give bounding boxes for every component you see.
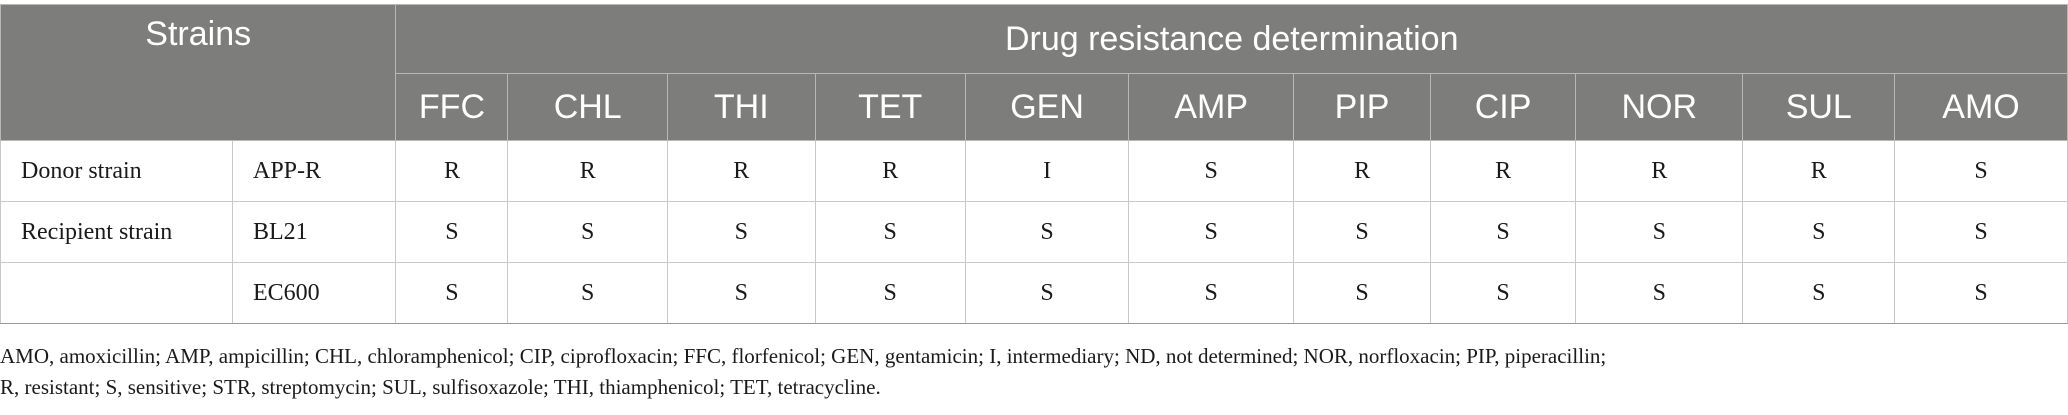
result-cell: I [964, 140, 1130, 202]
drug-header-gen: GEN [964, 73, 1130, 141]
result-cell: S [507, 201, 668, 263]
result-cell: R [666, 140, 816, 202]
drug-header-amo: AMO [1894, 73, 2068, 141]
table-footnote: AMO, amoxicillin; AMP, ampicillin; CHL, … [0, 341, 2060, 403]
drug-resistance-table: Strains Drug resistance determination FF… [0, 4, 2068, 324]
result-cell: S [666, 201, 816, 263]
drug-header-chl: CHL [507, 73, 668, 141]
drug-header-pip: PIP [1293, 73, 1432, 141]
table-row: Donor strain APP-R R R R R I S R R R R S [0, 140, 2068, 202]
result-cell: S [666, 262, 816, 324]
footnote-line: AMO, amoxicillin; AMP, ampicillin; CHL, … [0, 344, 1607, 368]
strain-id: BL21 [231, 201, 397, 263]
result-cell: S [1430, 262, 1577, 324]
result-cell: R [1430, 140, 1577, 202]
result-cell: S [395, 201, 509, 263]
drug-header-thi: THI [666, 73, 816, 141]
strain-group-label: Recipient strain [0, 201, 233, 263]
result-cell: S [1128, 262, 1295, 324]
result-cell: S [1575, 262, 1744, 324]
strain-id: APP-R [231, 140, 397, 202]
result-cell: S [507, 262, 668, 324]
result-cell: S [1430, 201, 1577, 263]
result-cell: S [1894, 262, 2068, 324]
drug-header-sul: SUL [1742, 73, 1896, 141]
result-cell: S [814, 262, 966, 324]
result-cell: S [814, 201, 966, 263]
result-cell: S [1894, 201, 2068, 263]
result-cell: R [1293, 140, 1432, 202]
result-cell: R [507, 140, 668, 202]
result-cell: S [1128, 201, 1295, 263]
result-cell: S [1293, 201, 1432, 263]
strains-header: Strains [0, 4, 397, 141]
result-cell: S [1894, 140, 2068, 202]
strain-id: EC600 [231, 262, 397, 324]
result-cell: S [964, 201, 1130, 263]
drug-header-cip: CIP [1430, 73, 1577, 141]
drug-header-ffc: FFC [395, 73, 509, 141]
result-cell: S [1742, 262, 1896, 324]
strain-group-label [0, 262, 233, 324]
result-cell: R [1575, 140, 1744, 202]
drug-header-tet: TET [814, 73, 966, 141]
result-cell: S [1575, 201, 1744, 263]
table-row: Recipient strain BL21 S S S S S S S S S … [0, 201, 2068, 263]
result-cell: S [395, 262, 509, 324]
result-cell: S [1128, 140, 1295, 202]
result-cell: R [395, 140, 509, 202]
table-row: EC600 S S S S S S S S S S S [0, 262, 2068, 324]
result-cell: R [814, 140, 966, 202]
drug-header-amp: AMP [1128, 73, 1295, 141]
drug-resistance-header: Drug resistance determination [395, 4, 2068, 74]
drug-header-nor: NOR [1575, 73, 1744, 141]
strain-group-label: Donor strain [0, 140, 233, 202]
result-cell: S [1293, 262, 1432, 324]
result-cell: S [964, 262, 1130, 324]
footnote-line: R, resistant; S, sensitive; STR, strepto… [0, 375, 881, 399]
result-cell: R [1742, 140, 1896, 202]
result-cell: S [1742, 201, 1896, 263]
